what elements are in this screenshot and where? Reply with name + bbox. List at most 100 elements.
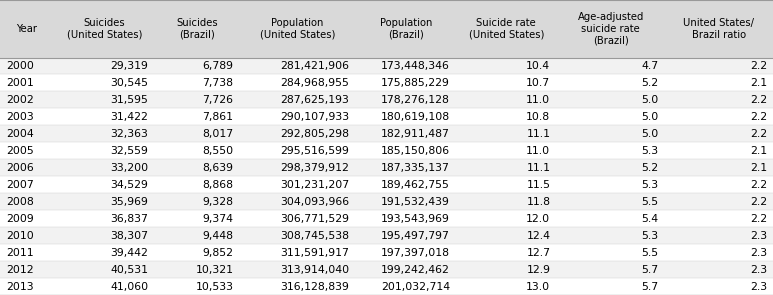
Bar bbox=[54, 244, 155, 261]
Bar bbox=[557, 75, 665, 91]
Bar bbox=[155, 91, 240, 109]
Text: 2010: 2010 bbox=[6, 231, 34, 241]
Bar bbox=[665, 227, 773, 244]
Text: 12.7: 12.7 bbox=[526, 248, 550, 258]
Text: 301,231,207: 301,231,207 bbox=[281, 180, 349, 190]
Text: 2012: 2012 bbox=[6, 265, 34, 275]
Text: 5.0: 5.0 bbox=[642, 95, 659, 105]
Bar bbox=[0, 227, 54, 244]
Text: 311,591,917: 311,591,917 bbox=[281, 248, 349, 258]
Text: 8,017: 8,017 bbox=[203, 129, 233, 139]
Text: 2004: 2004 bbox=[6, 129, 34, 139]
Text: 9,448: 9,448 bbox=[203, 231, 233, 241]
Bar bbox=[240, 244, 356, 261]
Bar bbox=[456, 125, 557, 142]
Text: 5.2: 5.2 bbox=[642, 78, 659, 88]
Text: 35,969: 35,969 bbox=[111, 197, 148, 207]
Text: 2.2: 2.2 bbox=[750, 95, 767, 105]
Text: 2002: 2002 bbox=[6, 95, 34, 105]
Bar bbox=[240, 125, 356, 142]
Text: 180,619,108: 180,619,108 bbox=[381, 112, 450, 122]
Text: 2001: 2001 bbox=[6, 78, 34, 88]
Bar bbox=[557, 210, 665, 227]
Bar bbox=[356, 176, 456, 193]
Text: 11.0: 11.0 bbox=[526, 95, 550, 105]
Text: 182,911,487: 182,911,487 bbox=[381, 129, 450, 139]
Text: 295,516,599: 295,516,599 bbox=[281, 146, 349, 156]
Bar bbox=[155, 261, 240, 278]
Bar bbox=[155, 0, 240, 58]
Text: 9,852: 9,852 bbox=[203, 248, 233, 258]
Text: 12.9: 12.9 bbox=[526, 265, 550, 275]
Text: 34,529: 34,529 bbox=[111, 180, 148, 190]
Bar bbox=[0, 0, 54, 58]
Text: 32,559: 32,559 bbox=[111, 146, 148, 156]
Text: Suicide rate
(United States): Suicide rate (United States) bbox=[468, 18, 544, 40]
Text: 2006: 2006 bbox=[6, 163, 34, 173]
Bar bbox=[665, 210, 773, 227]
Text: 298,379,912: 298,379,912 bbox=[281, 163, 349, 173]
Bar bbox=[456, 193, 557, 210]
Bar bbox=[240, 210, 356, 227]
Text: 7,861: 7,861 bbox=[203, 112, 233, 122]
Text: 5.3: 5.3 bbox=[642, 180, 659, 190]
Text: 2.3: 2.3 bbox=[750, 248, 767, 258]
Text: 2008: 2008 bbox=[6, 197, 34, 207]
Text: 6,789: 6,789 bbox=[203, 61, 233, 71]
Text: Suicides
(United States): Suicides (United States) bbox=[66, 18, 142, 40]
Bar bbox=[54, 176, 155, 193]
Text: 191,532,439: 191,532,439 bbox=[381, 197, 450, 207]
Text: 5.5: 5.5 bbox=[642, 197, 659, 207]
Bar bbox=[54, 125, 155, 142]
Text: 13.0: 13.0 bbox=[526, 281, 550, 291]
Text: 9,374: 9,374 bbox=[203, 214, 233, 224]
Bar bbox=[557, 227, 665, 244]
Bar bbox=[240, 142, 356, 159]
Bar bbox=[456, 142, 557, 159]
Text: Suicides
(Brazil): Suicides (Brazil) bbox=[176, 18, 218, 40]
Text: 7,738: 7,738 bbox=[203, 78, 233, 88]
Text: United States/
Brazil ratio: United States/ Brazil ratio bbox=[683, 18, 754, 40]
Bar bbox=[665, 176, 773, 193]
Bar bbox=[356, 227, 456, 244]
Text: 5.0: 5.0 bbox=[642, 112, 659, 122]
Bar bbox=[456, 210, 557, 227]
Text: 39,442: 39,442 bbox=[111, 248, 148, 258]
Bar bbox=[240, 278, 356, 295]
Bar bbox=[456, 261, 557, 278]
Text: 199,242,462: 199,242,462 bbox=[381, 265, 450, 275]
Text: 5.5: 5.5 bbox=[642, 248, 659, 258]
Bar bbox=[557, 142, 665, 159]
Text: 31,422: 31,422 bbox=[111, 112, 148, 122]
Text: 12.4: 12.4 bbox=[526, 231, 550, 241]
Bar bbox=[0, 91, 54, 109]
Text: 2011: 2011 bbox=[6, 248, 34, 258]
Bar bbox=[155, 210, 240, 227]
Text: 36,837: 36,837 bbox=[111, 214, 148, 224]
Bar bbox=[240, 0, 356, 58]
Bar bbox=[54, 0, 155, 58]
Text: 11.0: 11.0 bbox=[526, 146, 550, 156]
Text: 33,200: 33,200 bbox=[111, 163, 148, 173]
Bar bbox=[0, 278, 54, 295]
Text: 2.1: 2.1 bbox=[750, 146, 767, 156]
Text: 12.0: 12.0 bbox=[526, 214, 550, 224]
Text: 32,363: 32,363 bbox=[111, 129, 148, 139]
Text: 197,397,018: 197,397,018 bbox=[381, 248, 450, 258]
Bar bbox=[155, 227, 240, 244]
Text: 306,771,529: 306,771,529 bbox=[281, 214, 349, 224]
Text: 2.2: 2.2 bbox=[750, 61, 767, 71]
Bar bbox=[240, 227, 356, 244]
Text: 41,060: 41,060 bbox=[111, 281, 148, 291]
Bar bbox=[456, 244, 557, 261]
Bar bbox=[665, 125, 773, 142]
Text: 313,914,040: 313,914,040 bbox=[281, 265, 349, 275]
Bar bbox=[0, 109, 54, 125]
Text: 2007: 2007 bbox=[6, 180, 34, 190]
Bar bbox=[557, 125, 665, 142]
Text: Year: Year bbox=[16, 24, 38, 34]
Text: 4.7: 4.7 bbox=[642, 61, 659, 71]
Text: 173,448,346: 173,448,346 bbox=[381, 61, 450, 71]
Text: 9,328: 9,328 bbox=[203, 197, 233, 207]
Bar bbox=[54, 58, 155, 75]
